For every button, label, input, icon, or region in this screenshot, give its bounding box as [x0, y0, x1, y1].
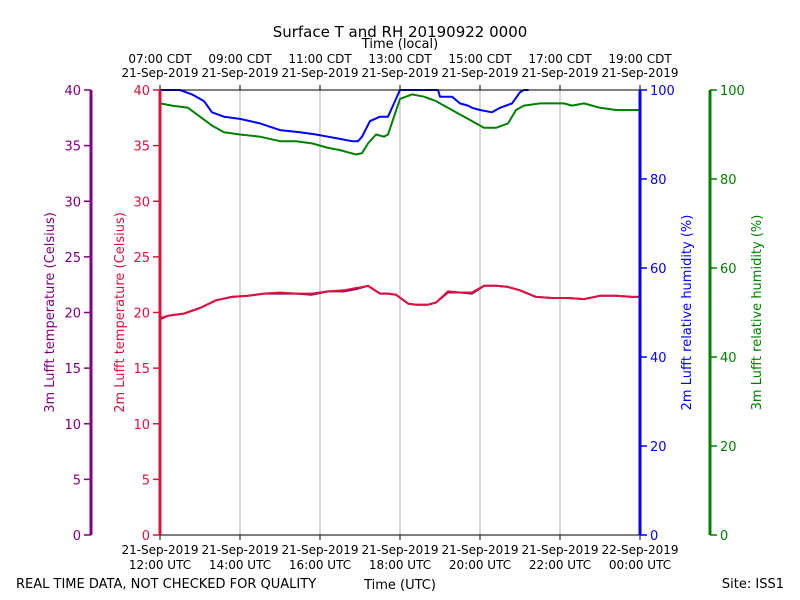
top-axis-label: Time (local) [361, 37, 438, 52]
y-tick-label-t3: 30 [64, 195, 81, 210]
y-tick-label-t2: 15 [133, 362, 150, 377]
y-tick-label-t3: 10 [64, 418, 81, 433]
top-tick-label-time: 19:00 CDT [608, 52, 672, 66]
y-axes: 0 5 10 15 20 25 30 35 40 3m Lufft temperature (Ce… [43, 84, 765, 544]
x-tick-label-time: 18:00 UTC [369, 558, 431, 572]
x-axis-label: Time (UTC) [363, 578, 436, 593]
chart-title: Surface T and RH 20190922 0000 [273, 23, 528, 41]
x-tick-label-time: 12:00 UTC [129, 558, 191, 572]
top-tick-label-date: 21-Sep-2019 [281, 66, 358, 80]
grid [239, 90, 561, 535]
x-tick-label-date: 21-Sep-2019 [441, 543, 518, 557]
y-tick-label-t3: 0 [73, 529, 81, 544]
y-tick-label-t2: 0 [142, 529, 150, 544]
top-tick-label-date: 21-Sep-2019 [361, 66, 438, 80]
y-tick-label-rh2: 40 [650, 351, 667, 366]
y-tick-label-t3: 40 [64, 84, 81, 99]
y-tick-label-t3: 5 [73, 473, 81, 488]
x-tick-label-time: 22:00 UTC [529, 558, 591, 572]
y-tick-label-t3: 15 [64, 362, 81, 377]
footer-quality-note: REAL TIME DATA, NOT CHECKED FOR QUALITY [16, 577, 316, 592]
y-tick-label-rh3: 0 [720, 529, 728, 544]
y-tick-label-t2: 20 [133, 307, 150, 322]
y-tick-label-rh2: 0 [650, 529, 658, 544]
top-tick-label-time: 11:00 CDT [288, 52, 352, 66]
y-tick-label-t3: 25 [64, 251, 81, 266]
top-tick-label-date: 21-Sep-2019 [441, 66, 518, 80]
series-group [159, 89, 641, 321]
y-tick-label-rh2: 20 [650, 440, 667, 455]
y-tick-label-t2: 25 [133, 251, 150, 266]
y-tick-label-rh3: 60 [720, 262, 737, 277]
x-tick-label-date: 21-Sep-2019 [281, 543, 358, 557]
x-tick-label-date: 21-Sep-2019 [361, 543, 438, 557]
y-tick-label-rh3: 40 [720, 351, 737, 366]
x-tick-label-date: 21-Sep-2019 [121, 543, 198, 557]
x-tick-label-date: 22-Sep-2019 [601, 543, 678, 557]
series-line-rh3 [159, 93, 641, 156]
y-axis-label-rh2: 2m Lufft relative humidity (%) [680, 215, 695, 411]
y-tick-label-rh2: 100 [650, 84, 675, 99]
top-tick-label-date: 21-Sep-2019 [121, 66, 198, 80]
y-tick-label-rh3: 80 [720, 173, 737, 188]
y-tick-label-t3: 20 [64, 307, 81, 322]
x-tick-label-time: 20:00 UTC [449, 558, 511, 572]
x-tick-label-date: 21-Sep-2019 [521, 543, 598, 557]
y-tick-label-t2: 35 [133, 140, 150, 155]
y-axis-label-t2: 2m Lufft temperature (Celsius) [113, 212, 128, 413]
y-tick-label-rh3: 100 [720, 84, 745, 99]
y-tick-label-rh2: 60 [650, 262, 667, 277]
y-tick-label-t2: 40 [133, 84, 150, 99]
y-tick-label-t2: 10 [133, 418, 150, 433]
x-tick-label-time: 00:00 UTC [609, 558, 671, 572]
y-tick-label-t3: 35 [64, 140, 81, 155]
y-tick-label-t2: 30 [133, 195, 150, 210]
top-tick-label-date: 21-Sep-2019 [201, 66, 278, 80]
y-axis-label-t3: 3m Lufft temperature (Celsius) [43, 212, 58, 413]
top-tick-label-time: 13:00 CDT [368, 52, 432, 66]
series-line-rh2 [159, 89, 529, 143]
top-tick-label-date: 21-Sep-2019 [601, 66, 678, 80]
x-tick-label-time: 16:00 UTC [289, 558, 351, 572]
top-tick-label-time: 17:00 CDT [528, 52, 592, 66]
y-tick-label-rh3: 20 [720, 440, 737, 455]
top-tick-label-time: 09:00 CDT [208, 52, 272, 66]
y-axis-label-rh3: 3m Lufft relative humidity (%) [750, 215, 765, 411]
x-tick-label-time: 14:00 UTC [209, 558, 271, 572]
y-tick-label-rh2: 80 [650, 173, 667, 188]
series-line-t2 [159, 284, 641, 320]
y-tick-label-t2: 5 [142, 473, 150, 488]
top-tick-label-date: 21-Sep-2019 [521, 66, 598, 80]
footer-site: Site: ISS1 [722, 577, 784, 592]
x-tick-label-date: 21-Sep-2019 [201, 543, 278, 557]
top-tick-label-time: 07:00 CDT [128, 52, 192, 66]
top-tick-label-time: 15:00 CDT [448, 52, 512, 66]
